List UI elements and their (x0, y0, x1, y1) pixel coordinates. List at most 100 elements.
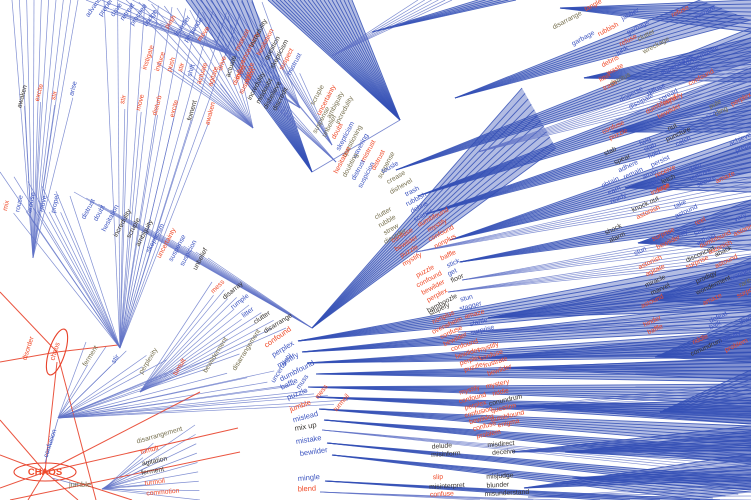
word-label[interactable]: blend (297, 484, 316, 494)
word-label[interactable]: stun (633, 246, 648, 258)
word-label[interactable]: bewilderment (202, 336, 229, 374)
word-label[interactable]: slip (433, 474, 444, 482)
word-label[interactable]: tumult (140, 445, 160, 456)
word-label[interactable]: confuse (430, 490, 454, 498)
word-label[interactable]: perplexity (138, 347, 160, 376)
edge-bundle-line (318, 408, 751, 427)
word-label[interactable]: stir (110, 353, 121, 365)
edge-bundle-line (425, 129, 751, 215)
edge-bundle-line (311, 147, 557, 329)
word-label[interactable]: move (38, 195, 48, 213)
word-label[interactable]: enigma (497, 418, 521, 430)
word-label[interactable]: ruin (689, 62, 702, 74)
edge-bundle-line (315, 396, 751, 425)
word-ray (48, 211, 121, 349)
edge-bundle-line (57, 395, 328, 419)
word-label[interactable]: drive (217, 55, 228, 71)
word-label[interactable]: misinterpret (429, 482, 465, 491)
edge-bundle-line (417, 76, 751, 197)
word-label[interactable]: shift (186, 63, 197, 77)
word-label[interactable]: excite (169, 99, 180, 118)
word-label[interactable]: instigate (141, 44, 156, 70)
word-label[interactable]: stun (693, 226, 708, 238)
chaos-node-ellipse[interactable] (13, 462, 77, 482)
word-label[interactable]: doubt (93, 204, 107, 222)
node-link (51, 477, 79, 486)
word-label[interactable]: awaken (16, 84, 29, 109)
word-label[interactable]: get (447, 267, 459, 277)
chaos-rotated-node-ellipse[interactable] (42, 327, 72, 378)
word-ray (37, 210, 121, 349)
word-label[interactable]: clutter (253, 309, 273, 326)
word-label[interactable]: arise (68, 80, 79, 96)
word-label[interactable]: commotion (146, 488, 180, 498)
word-label[interactable]: take (673, 199, 688, 211)
word-label[interactable]: stir (177, 61, 187, 72)
edge-bundle-line (311, 104, 532, 329)
word-label[interactable]: bewilder (299, 445, 328, 458)
edge-bundle-line (647, 299, 751, 302)
word-label[interactable]: ferment (82, 344, 100, 367)
word-label[interactable]: stab (603, 146, 618, 158)
edge-bundle-line (246, 0, 313, 173)
edge-bundle-line (477, 60, 751, 153)
edge-bundle-line (583, 77, 751, 83)
word-label[interactable]: misdirect (487, 440, 515, 449)
word-label[interactable]: rouse (14, 194, 24, 212)
word-ray (169, 67, 254, 129)
word-ray (220, 84, 254, 129)
edge-bundle-line (571, 477, 751, 483)
word-label[interactable]: jumble (68, 480, 91, 489)
word-label[interactable]: arouse (26, 192, 37, 214)
edge-bundle-line (231, 0, 313, 173)
edge-bundle-line (609, 91, 751, 133)
word-label[interactable]: move (135, 93, 146, 111)
word-label[interactable]: mix up (294, 420, 317, 433)
word-label[interactable]: deceive (492, 448, 516, 457)
word-label[interactable]: induce (154, 51, 167, 72)
word-label[interactable]: startle (469, 317, 489, 329)
edge-bundle-line (331, 454, 701, 500)
edge-bundle-line (32, 0, 35, 259)
word-label[interactable]: misunderstand (484, 489, 529, 498)
word-label[interactable]: ferment (141, 466, 165, 477)
edge-bundle-line (503, 361, 751, 369)
edge-bundle-line (637, 204, 751, 244)
word-label[interactable]: turmoil (144, 478, 166, 488)
word-label[interactable]: riddle (492, 387, 510, 398)
word-label[interactable]: foment (186, 100, 198, 122)
word-label[interactable]: twig (638, 136, 652, 148)
word-label[interactable]: misjudge (486, 472, 514, 480)
word-label[interactable]: misinform (431, 450, 461, 459)
edge-bundle-line (637, 209, 751, 244)
word-label[interactable]: nut (667, 122, 679, 132)
word-label[interactable]: propel (50, 193, 61, 213)
word-label[interactable]: stir (119, 94, 128, 105)
word-ray (119, 119, 192, 349)
word-label[interactable]: push (166, 56, 177, 72)
word-label[interactable]: disarrange (551, 10, 583, 31)
word-label[interactable]: hold (647, 149, 662, 161)
word-label[interactable]: disturb (152, 95, 164, 117)
word-label[interactable]: delude (431, 442, 452, 450)
central-node-label[interactable]: CHAOS (28, 467, 62, 478)
edge-bundle-line (301, 320, 751, 353)
word-label[interactable]: blunder (486, 481, 510, 489)
edge-bundle-line (583, 50, 751, 79)
word-label[interactable]: awaken (204, 101, 217, 126)
word-label[interactable]: stun (459, 293, 473, 303)
word-label[interactable]: stir (50, 90, 59, 101)
word-label[interactable]: balk (708, 320, 723, 332)
word-label[interactable]: mingle (297, 472, 320, 483)
word-label[interactable]: disorder (21, 335, 35, 361)
word-label[interactable]: excite (34, 83, 45, 102)
word-label[interactable]: reel (694, 216, 708, 227)
edge-bundle-line (449, 166, 751, 241)
word-label[interactable]: confusion (43, 428, 59, 458)
word-label[interactable]: mistake (295, 433, 322, 446)
word-label[interactable]: mix (2, 199, 11, 211)
edge-bundle-line (343, 0, 401, 121)
word-label[interactable]: gain (688, 162, 703, 174)
edge-bundle-line (571, 477, 751, 487)
word-label[interactable]: stab (643, 142, 658, 154)
